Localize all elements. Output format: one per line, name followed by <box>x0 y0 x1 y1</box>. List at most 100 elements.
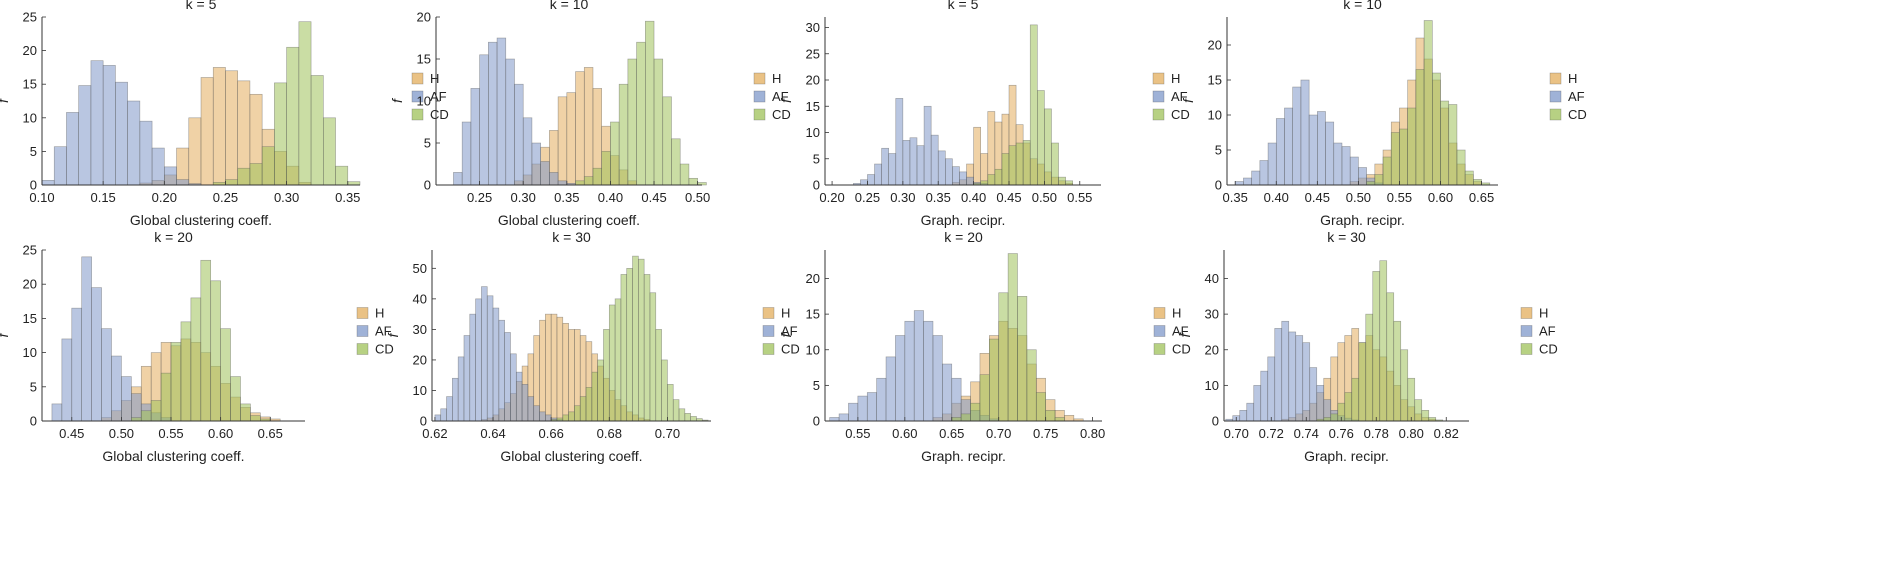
bar-cd <box>585 387 593 422</box>
bar-af <box>1333 142 1343 186</box>
y-tick-label: 25 <box>23 243 37 258</box>
bar-af <box>1325 121 1335 186</box>
bar-af <box>492 307 500 422</box>
bar-af <box>913 310 924 422</box>
x-tick-label: 0.64 <box>480 426 505 441</box>
bar-cd <box>653 58 664 186</box>
x-tick-label: 0.76 <box>1329 426 1354 441</box>
bar-af <box>1302 342 1311 422</box>
y-tick-label: 5 <box>30 379 37 394</box>
bar-cd <box>1029 24 1038 186</box>
y-axis-label: f <box>0 331 11 337</box>
bar-h <box>1064 414 1075 422</box>
bar-h <box>539 319 546 422</box>
bar-cd <box>592 167 602 186</box>
x-tick-label: 0.80 <box>1399 426 1424 441</box>
x-tick-label: 0.35 <box>926 190 951 205</box>
bar-af <box>1234 181 1244 186</box>
legend-label-h: H <box>430 71 439 86</box>
bar-cd <box>274 82 287 186</box>
bar-af <box>111 355 122 422</box>
bar-cd <box>568 411 575 422</box>
bar-af <box>549 172 559 186</box>
y-tick-label: 15 <box>417 52 431 67</box>
series-af <box>434 286 564 422</box>
y-tick-label: 5 <box>1215 143 1222 158</box>
bar-cd <box>620 274 628 422</box>
bar-cd <box>1054 417 1065 422</box>
x-tick-label: 0.20 <box>152 190 177 205</box>
legend-label-h: H <box>1568 71 1577 86</box>
y-axis-label: f <box>385 331 401 337</box>
bar-af <box>514 83 524 186</box>
legend-label-h: H <box>772 71 781 86</box>
bar-cd <box>643 274 651 422</box>
legend-swatch-cd <box>762 343 775 355</box>
legend-swatch-cd <box>753 108 766 121</box>
bar-cd <box>1007 253 1018 422</box>
bar-cd <box>1386 292 1395 422</box>
bar-af <box>539 411 546 422</box>
bar-cd <box>1382 156 1392 186</box>
bar-cd <box>347 181 361 186</box>
bar-h <box>545 313 552 422</box>
x-axis-label: Global clustering coeff. <box>130 212 272 228</box>
bar-cd <box>632 255 639 422</box>
bar-af <box>1295 335 1304 422</box>
bar-cd <box>1399 128 1408 186</box>
x-tick-label: 0.25 <box>213 190 238 205</box>
bar-cd <box>1330 413 1339 422</box>
bar-cd <box>1058 176 1066 186</box>
bar-af <box>885 356 896 422</box>
bar-af <box>61 338 73 422</box>
x-tick-label: 0.72 <box>1259 426 1284 441</box>
bar-cd <box>1323 417 1332 422</box>
bar-af <box>527 396 535 422</box>
y-axis-label: f <box>778 331 794 337</box>
x-tick-label: 0.30 <box>890 190 915 205</box>
series-cd <box>973 24 1073 186</box>
y-tick-label: 40 <box>413 291 427 306</box>
legend: H AF CD <box>762 306 800 357</box>
x-tick-label: 0.15 <box>90 190 115 205</box>
bar-af <box>102 65 116 186</box>
chart-title: k = 5 <box>948 0 979 12</box>
x-tick-label: 0.45 <box>641 190 666 205</box>
bar-cd <box>1044 108 1052 186</box>
y-tick-label: 20 <box>417 10 431 25</box>
bar-h <box>987 111 996 186</box>
y-axis-label: f <box>0 97 11 103</box>
bar-af <box>952 166 960 186</box>
y-tick-label: 25 <box>23 10 37 25</box>
bar-af <box>452 377 459 422</box>
legend: H AF CD <box>753 71 791 122</box>
bar-af <box>91 287 102 422</box>
bar-cd <box>310 75 324 186</box>
bar-cd <box>131 417 142 422</box>
legend-swatch-af <box>1549 90 1562 103</box>
y-tick-label: 20 <box>1208 38 1222 53</box>
x-tick-label: 0.82 <box>1434 426 1459 441</box>
bar-h <box>212 67 226 186</box>
legend-label-cd: CD <box>375 342 394 357</box>
y-tick-label: 0 <box>30 414 37 429</box>
bar-af <box>930 134 939 186</box>
bar-cd <box>1358 342 1367 422</box>
bar-cd <box>970 402 981 422</box>
y-tick-label: 20 <box>413 352 427 367</box>
x-tick-label: 0.45 <box>59 426 84 441</box>
y-tick-label: 5 <box>424 136 431 151</box>
y-axis-label: f <box>1180 97 1196 103</box>
legend-swatch-cd <box>1520 343 1533 355</box>
bar-af <box>446 396 453 422</box>
legend-label-af: AF <box>781 324 798 339</box>
bar-af <box>860 179 868 186</box>
y-axis-label: f <box>1177 331 1193 337</box>
legend-swatch-cd <box>356 343 369 355</box>
bar-cd <box>261 146 275 186</box>
bar-cd <box>220 328 231 422</box>
x-tick-label: 0.55 <box>1387 190 1412 205</box>
chart-title: k = 5 <box>186 0 217 12</box>
y-tick-label: 20 <box>806 73 820 88</box>
bar-cd <box>645 20 655 186</box>
